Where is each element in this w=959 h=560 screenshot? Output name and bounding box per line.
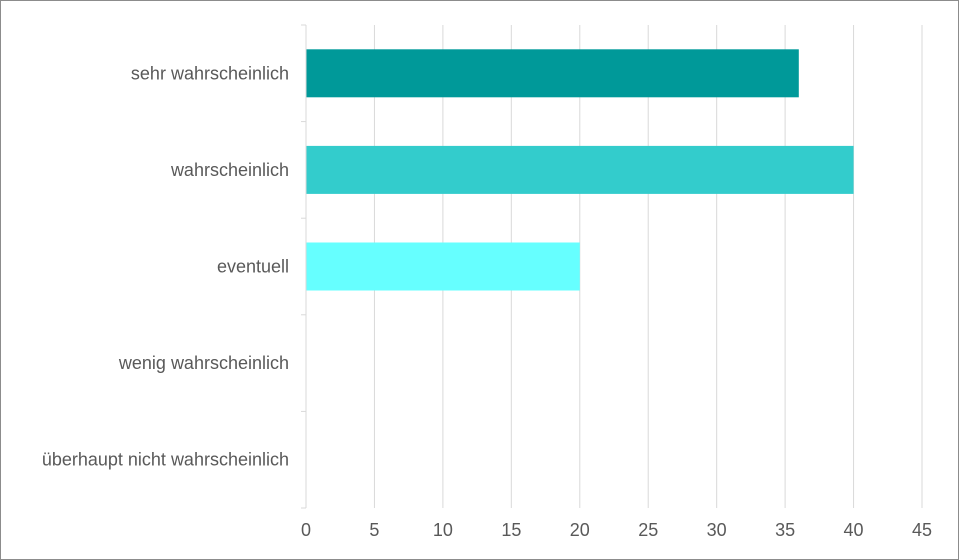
x-tick-label: 25 (638, 520, 658, 540)
x-tick-label: 15 (501, 520, 521, 540)
x-tick-label: 10 (433, 520, 453, 540)
bar (306, 145, 854, 194)
x-tick-label: 40 (844, 520, 864, 540)
x-tick-label: 20 (570, 520, 590, 540)
bar (306, 49, 799, 98)
bars (306, 49, 854, 291)
x-tick-labels: 0 5 10 15 20 25 30 35 40 45 (301, 520, 932, 540)
category-label: wahrscheinlich (170, 160, 289, 180)
category-label: überhaupt nicht wahrscheinlich (42, 450, 289, 470)
category-label: eventuell (217, 257, 289, 277)
x-tick-label: 0 (301, 520, 311, 540)
category-axis (301, 24, 307, 509)
x-tick-label: 5 (369, 520, 379, 540)
category-label: sehr wahrscheinlich (131, 63, 289, 83)
x-tick-label: 35 (775, 520, 795, 540)
category-labels: sehr wahrscheinlich wahrscheinlich eventue… (42, 63, 289, 469)
x-tick-label: 45 (912, 520, 932, 540)
category-label: wenig wahrscheinlich (118, 353, 289, 373)
gridlines (373, 25, 923, 508)
x-tick-label: 30 (707, 520, 727, 540)
bar (306, 242, 580, 291)
